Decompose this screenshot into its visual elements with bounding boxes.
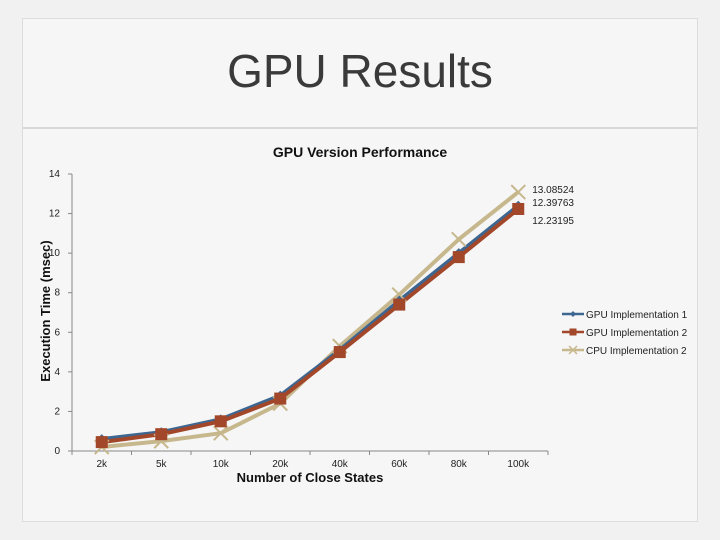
y-axis-label: Execution Time (msec) (38, 240, 53, 381)
x-tick-label: 100k (507, 459, 530, 470)
series-line-2 (101, 190, 520, 450)
x-tick-label: 40k (332, 459, 349, 470)
y-tick-label: 14 (49, 169, 61, 180)
legend-label: CPU Implementation 2 (586, 346, 687, 357)
legend-label: GPU Implementation 2 (586, 328, 688, 339)
square-marker (155, 428, 168, 441)
data-label: 12.39763 (532, 198, 574, 209)
x-tick-label: 10k (213, 459, 230, 470)
y-tick-label: 10 (49, 248, 61, 259)
square-marker (452, 251, 465, 264)
series-line-1 (101, 207, 520, 445)
square-marker (393, 298, 406, 311)
square-marker (333, 346, 346, 359)
square-marker (512, 202, 525, 215)
square-marker (214, 415, 227, 428)
square-marker (95, 436, 108, 449)
y-tick-label: 6 (54, 327, 60, 338)
y-tick-label: 8 (54, 288, 60, 299)
data-label: 12.23195 (532, 216, 574, 227)
legend-label: GPU Implementation 1 (586, 310, 688, 321)
legend-square-icon (569, 328, 577, 336)
x-marker (451, 231, 467, 248)
square-marker (274, 392, 287, 405)
data-label: 13.08524 (532, 185, 574, 196)
title-divider (22, 127, 698, 129)
x-axis-label: Number of Close States (237, 470, 384, 485)
chart-title: GPU Version Performance (273, 144, 448, 160)
x-marker (510, 184, 526, 200)
y-tick-label: 2 (54, 406, 60, 417)
y-tick-label: 12 (49, 209, 61, 220)
x-tick-label: 80k (451, 459, 468, 470)
x-tick-label: 20k (272, 459, 289, 470)
y-tick-label: 4 (54, 367, 60, 378)
x-tick-label: 2k (96, 459, 108, 470)
x-marker (213, 425, 229, 441)
x-tick-label: 5k (156, 459, 168, 470)
legend-diamond-icon (570, 311, 576, 317)
slide-title: GPU Results (227, 45, 493, 97)
y-tick-label: 0 (54, 446, 60, 457)
x-tick-label: 60k (391, 459, 408, 470)
legend-x-icon (568, 345, 578, 355)
